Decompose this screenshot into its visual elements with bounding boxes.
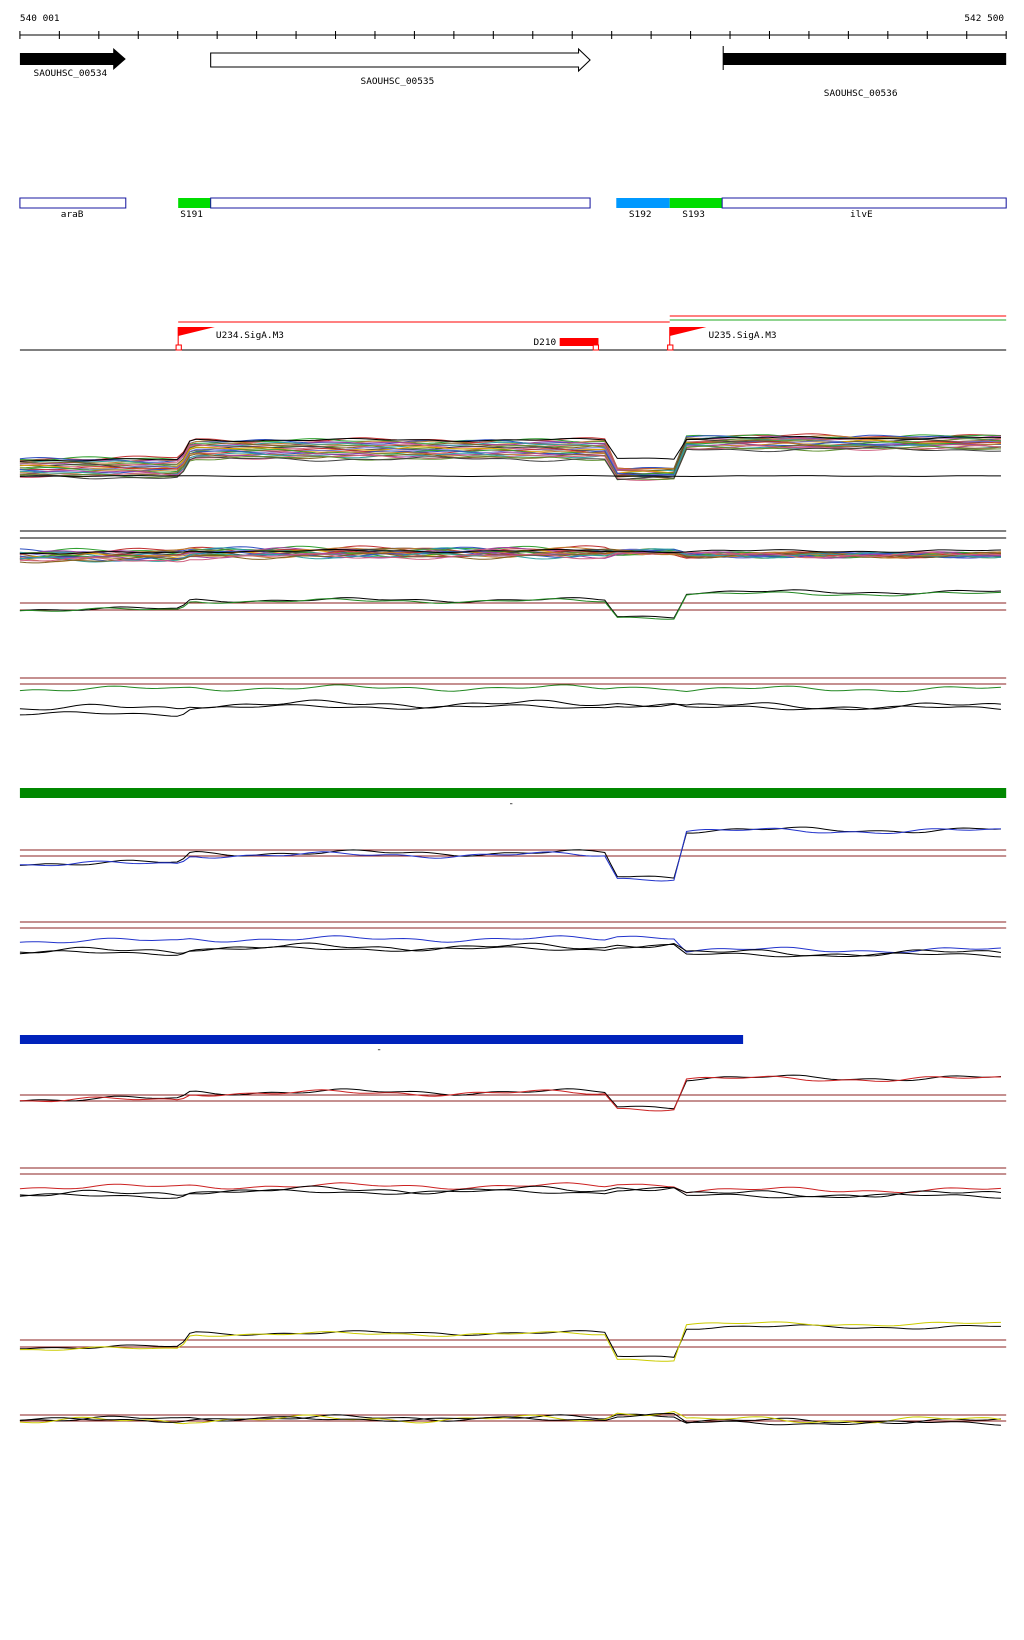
- gene-arrow: [19, 48, 126, 70]
- feature-block: [559, 338, 599, 346]
- segment: [178, 198, 211, 208]
- traces: [19, 433, 1007, 1426]
- segment: [669, 198, 723, 208]
- ruler-start: 540 001: [20, 13, 60, 24]
- trace: [19, 551, 1001, 563]
- flag-foot: [175, 344, 182, 351]
- feature-label: U234.SigA.M3: [216, 330, 284, 341]
- trace: [19, 1324, 1001, 1358]
- trace: [19, 942, 1002, 957]
- flag: [669, 327, 707, 336]
- trace: [19, 1412, 1001, 1426]
- segment-label: S191: [180, 209, 203, 220]
- trace: [19, 699, 1001, 711]
- segment: [19, 197, 127, 209]
- segment-label: S193: [682, 209, 705, 220]
- trace: [19, 1321, 1001, 1362]
- trace: [19, 1413, 1001, 1424]
- trace: [19, 550, 1001, 564]
- trace: [19, 589, 1001, 619]
- ruler-end: 542 500: [964, 13, 1004, 24]
- trace: [19, 435, 1001, 462]
- trace: [19, 935, 1001, 953]
- feature-label: D210: [533, 337, 556, 348]
- segment: [721, 197, 1007, 209]
- trace: [19, 548, 1001, 555]
- flag-foot: [592, 344, 599, 351]
- trace: [19, 438, 1002, 474]
- feature-label: U235.SigA.M3: [709, 330, 777, 341]
- trace: [19, 591, 1001, 620]
- condition-bar: [19, 788, 1007, 798]
- segment: [210, 197, 591, 209]
- trace: [19, 1075, 1001, 1112]
- trace: [19, 827, 1001, 882]
- condition-bar: [19, 1035, 744, 1044]
- trace: [19, 446, 1001, 481]
- ruler: 540 001 542 500: [19, 13, 1007, 39]
- trace: [19, 826, 1001, 879]
- trace: [19, 1182, 1001, 1194]
- segment-label: araB: [61, 209, 84, 220]
- gene-arrow: [210, 47, 591, 73]
- flag: [178, 327, 215, 336]
- gene-label: SAOUHSC_00534: [34, 68, 108, 79]
- marker: -: [508, 798, 514, 809]
- gene-label: SAOUHSC_00536: [824, 88, 898, 99]
- trace: [19, 1187, 1001, 1199]
- trace: [19, 703, 1002, 717]
- marker: -: [376, 1044, 382, 1055]
- segment: [616, 198, 670, 208]
- flag-foot: [667, 344, 674, 351]
- gene-label: SAOUHSC_00535: [361, 76, 435, 87]
- trace: [19, 1074, 1001, 1110]
- trace: [19, 944, 1001, 958]
- segment-label: ilvE: [850, 209, 873, 220]
- segment-label: S192: [629, 209, 652, 220]
- trace: [19, 684, 1001, 693]
- trace: [19, 475, 1001, 478]
- trace: [19, 1185, 1002, 1198]
- gene-bar: [723, 53, 1007, 65]
